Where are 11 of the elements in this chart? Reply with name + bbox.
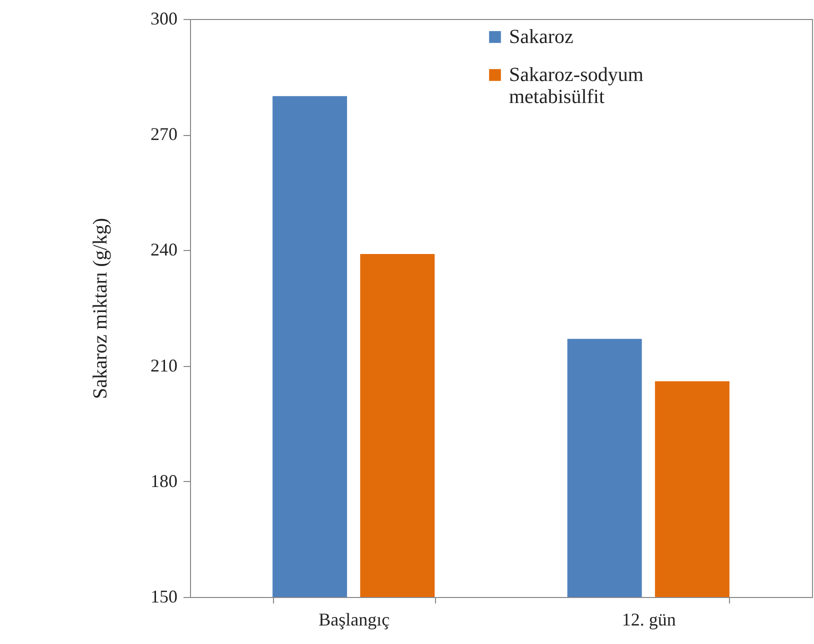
y-tick-label: 180 [150,470,178,491]
x-tick-label: 12. gün [622,610,676,630]
y-tick-label: 240 [150,240,178,260]
y-tick-label: 150 [150,586,178,606]
y-axis-title: Sakaroz miktarı (g/kg) [90,218,112,400]
y-tick-label: 210 [150,355,178,376]
x-tick-label: Başlangıç [318,610,390,630]
legend-label: Sakaroz-sodyum metabisülfit [509,64,644,108]
y-tick-label: 270 [150,124,178,144]
y-tick-label: 300 [150,8,178,28]
legend-label: Sakaroz [509,26,574,48]
